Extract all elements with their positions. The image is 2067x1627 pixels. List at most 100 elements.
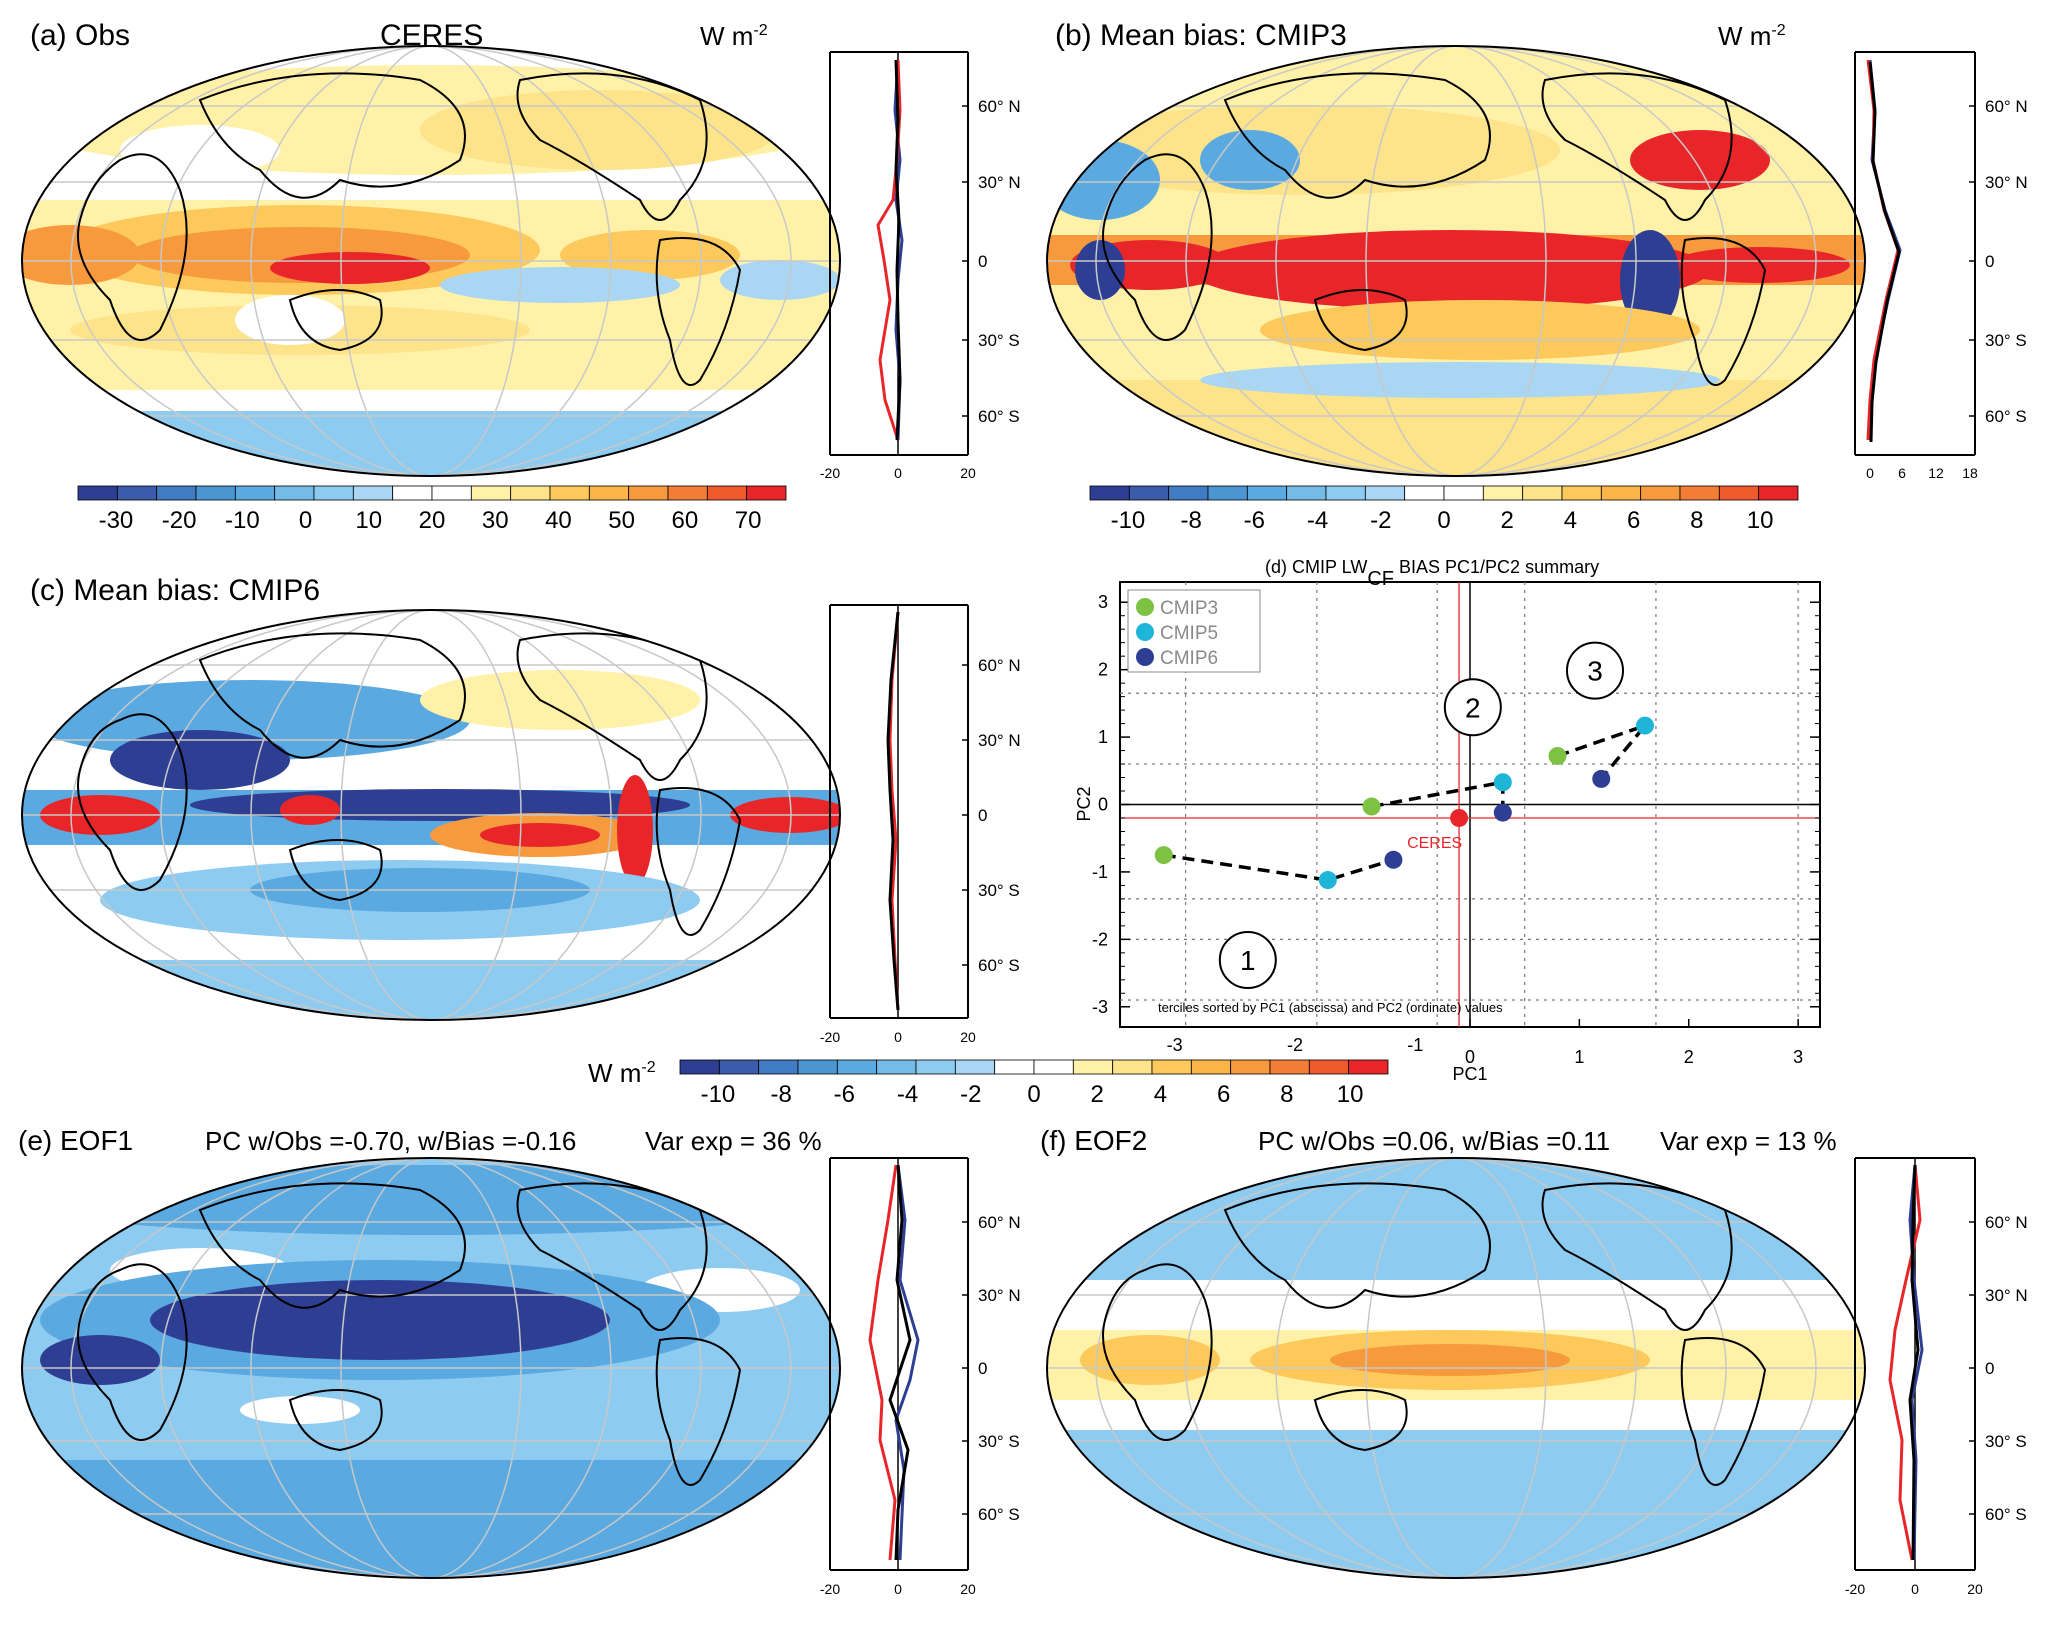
colorbar-shared-units-exp: -2: [641, 1059, 655, 1076]
colorbar-b: [1089, 485, 1799, 501]
side-b-lat-30s: 30° S: [1985, 331, 2027, 350]
colorbar-swatch: [1072, 1059, 1114, 1075]
colorbar-swatch: [470, 485, 512, 501]
colorbar-tick-label: -2: [960, 1081, 981, 1108]
colorbar-swatch: [1112, 1059, 1153, 1075]
side-f-lat-60s: 60° S: [1985, 1505, 2027, 1524]
side-b-xtick-3: 18: [1962, 465, 1978, 481]
colorbar-tick-label: 0: [1437, 507, 1450, 534]
side-c-lat-60n: 60° N: [978, 656, 1021, 675]
colorbar-swatch: [156, 485, 197, 501]
side-e-lat-60s: 60° S: [978, 1505, 1020, 1524]
colorbar-swatch: [1482, 485, 1524, 501]
colorbar-tick-label: -10: [1111, 507, 1146, 534]
side-c-xtick-1: 0: [894, 1029, 902, 1045]
scatter-point-cmip3: [1154, 846, 1173, 865]
colorbar-swatch: [679, 1059, 720, 1075]
group-label: 3: [1587, 656, 1603, 687]
scatter-point-cmip5: [1318, 871, 1337, 890]
colorbar-swatch: [1640, 485, 1681, 501]
colorbar-swatch: [1718, 485, 1760, 501]
colorbar-swatch: [1561, 485, 1602, 501]
map-c: [21, 609, 841, 1021]
scatter-legend: CMIP3 CMIP5 CMIP6: [1127, 589, 1261, 673]
panel-a-units-base: W m: [700, 21, 753, 51]
panel-e-label: (e) EOF1: [18, 1125, 133, 1156]
colorbar-swatch: [392, 485, 433, 501]
side-c-lat-30n: 30° N: [978, 731, 1021, 750]
colorbar-swatch: [431, 485, 472, 501]
colorbar-tick-label: 2: [1091, 1081, 1104, 1108]
colorbar-tick-label: 40: [545, 507, 572, 534]
side-b-xtick-2: 12: [1928, 465, 1944, 481]
side-e-lat-0: 0: [978, 1359, 987, 1378]
scatter-marks: 1 2 3 CERES: [1154, 641, 1654, 990]
colorbar-swatch: [195, 485, 236, 501]
colorbar-swatch: [1168, 485, 1209, 501]
colorbar-swatch: [1404, 485, 1445, 501]
scatter-title-main: (d) CMIP LW: [1265, 557, 1367, 577]
colorbar-b-tick-labels: -10 -8 -6 -4 -2 0 2 4 6 8 10: [1111, 507, 1774, 534]
colorbar-swatch: [1207, 485, 1248, 501]
side-b-lat-30n: 30° N: [1985, 173, 2028, 192]
group-connector: [1556, 721, 1651, 780]
side-f-lat-0: 0: [1985, 1359, 1994, 1378]
colorbar-tick-label: -6: [834, 1081, 855, 1108]
side-c-xtick-2: 20: [960, 1029, 976, 1045]
x-tick-label: 2: [1684, 1047, 1694, 1067]
scatter-title: (d) CMIP LWCF BIAS PC1/PC2 summary: [1265, 557, 1599, 590]
y-tick-label: -1: [1092, 862, 1108, 882]
colorbar-tick-label: -4: [897, 1081, 918, 1108]
scatter-point-cmip5: [1493, 773, 1512, 792]
side-a-lat-60s: 60° S: [978, 407, 1020, 426]
group-connector: [1163, 853, 1394, 882]
scatter-point-ceres: [1450, 808, 1469, 827]
side-e-lat-60n: 60° N: [978, 1213, 1021, 1232]
panel-f-stats: PC w/Obs =0.06, w/Bias =0.11: [1258, 1126, 1610, 1156]
colorbar-swatch: [313, 485, 354, 501]
side-c-lat-60s: 60° S: [978, 956, 1020, 975]
legend-dot-cmip6: [1136, 648, 1154, 666]
colorbar-swatch: [758, 1059, 799, 1075]
colorbar-tick-label: 60: [672, 507, 699, 534]
colorbar-tick-label: -4: [1307, 507, 1328, 534]
colorbar-swatch: [1151, 1059, 1192, 1075]
side-b-xtick-0: 0: [1866, 465, 1874, 481]
scatter-note: terciles sorted by PC1 (abscissa) and PC…: [1158, 1000, 1503, 1015]
colorbar-swatch: [1348, 1059, 1389, 1075]
colorbar-swatch: [77, 485, 118, 501]
side-e-lat-30n: 30° N: [978, 1286, 1021, 1305]
side-a-lat-60n: 60° N: [978, 97, 1021, 116]
colorbar-tick-label: -30: [99, 507, 134, 534]
side-b-xtick-1: 6: [1898, 465, 1906, 481]
colorbar-swatch: [1325, 485, 1366, 501]
side-c-xtick-0: -20: [820, 1029, 840, 1045]
side-profile-a: 60° N 30° N 0 30° S 60° S -20 0 20: [820, 51, 1021, 481]
colorbar-swatch: [628, 485, 669, 501]
legend-label-cmip6: CMIP6: [1160, 648, 1218, 669]
panel-e-varexp: Var exp = 36 %: [645, 1126, 822, 1156]
map-b: [1046, 45, 1866, 477]
x-tick-label-upper: -2: [1287, 1035, 1303, 1055]
colorbar-tick-label: 0: [1027, 1081, 1040, 1108]
colorbar-shared-tick-labels: -10 -8 -6 -4 -2 0 2 4 6 8 10: [701, 1081, 1364, 1108]
side-a-lat-30n: 30° N: [978, 173, 1021, 192]
colorbar-swatch: [1600, 485, 1642, 501]
colorbar-tick-label: 8: [1690, 507, 1703, 534]
colorbar-tick-label: 10: [1747, 507, 1774, 534]
scatter-axes: 3 2 1 0 -1 -2 -3 -3 -2 -1 0 1 2 3: [1092, 592, 1820, 1067]
colorbar-swatch: [1269, 1059, 1310, 1075]
y-tick-label: -3: [1092, 997, 1108, 1017]
side-f-lat-60n: 60° N: [1985, 1213, 2028, 1232]
scatter-point-cmip5: [1636, 716, 1654, 735]
colorbar-tick-label: 10: [355, 507, 382, 534]
panel-e-stats: PC w/Obs =-0.70, w/Bias =-0.16: [205, 1126, 576, 1156]
side-c-lat-30s: 30° S: [978, 881, 1020, 900]
colorbar-tick-label: 6: [1217, 1081, 1230, 1108]
side-profile-e: 60° N 30° N 0 30° S 60° S -20 0 20: [820, 1157, 1021, 1597]
colorbar-swatch: [706, 485, 748, 501]
side-a-xtick-1: 0: [894, 465, 902, 481]
panel-a-units-exp: -2: [753, 22, 767, 39]
colorbar-tick-label: 4: [1154, 1081, 1167, 1108]
